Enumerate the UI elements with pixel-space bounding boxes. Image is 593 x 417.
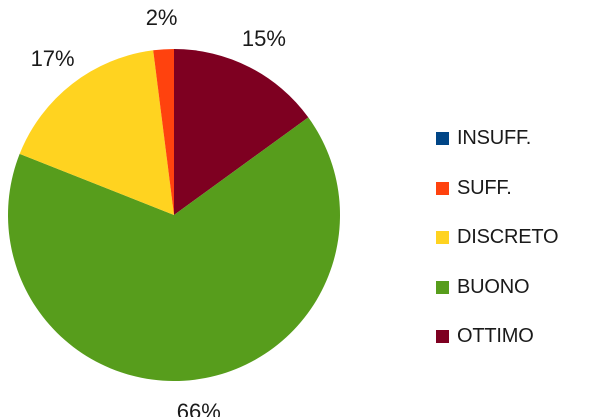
value-label-discreto: 17%	[31, 46, 75, 71]
legend-label-buono: BUONO	[457, 275, 530, 298]
legend-swatch-insuff	[436, 132, 449, 146]
value-label-buono: 66%	[177, 399, 221, 417]
pie-slice-discreto	[19, 50, 174, 216]
pie-slice-ottimo	[174, 49, 309, 215]
legend-label-ottimo: OTTIMO	[457, 325, 534, 348]
legend-swatch-ottimo	[436, 330, 449, 344]
legend-label-suff: SUFF.	[457, 176, 512, 199]
chart-legend: INSUFF. SUFF. DISCRETO BUONO OTTIMO	[436, 114, 593, 362]
legend-item-suff: SUFF.	[436, 164, 593, 214]
legend-label-discreto: DISCRETO	[457, 226, 559, 249]
legend-label-insuff: INSUFF.	[457, 127, 532, 150]
legend-item-insuff: INSUFF.	[436, 114, 593, 164]
legend-item-ottimo: OTTIMO	[436, 312, 593, 362]
pie-slices	[8, 49, 341, 382]
pie-value-labels: 15% 66% 17% 2%	[31, 5, 286, 417]
pie-slice-suff	[153, 49, 174, 215]
legend-swatch-buono	[436, 280, 449, 294]
legend-item-buono: BUONO	[436, 263, 593, 313]
pie-slice-buono	[8, 117, 341, 382]
legend-item-discreto: DISCRETO	[436, 213, 593, 263]
legend-swatch-suff	[436, 181, 449, 195]
value-label-ottimo: 15%	[242, 26, 286, 51]
value-label-suff: 2%	[146, 5, 178, 30]
legend-swatch-discreto	[436, 231, 449, 245]
